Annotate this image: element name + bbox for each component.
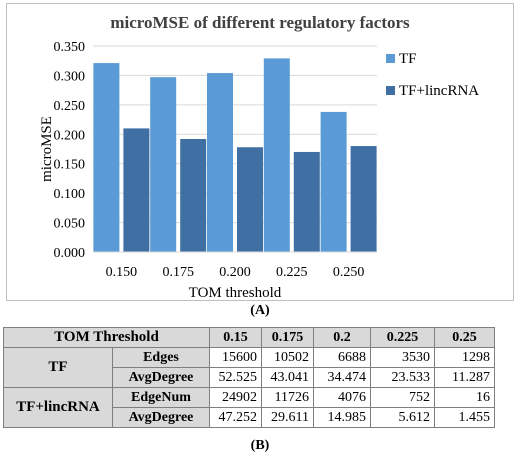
x-tick-label: 0.200 [219,265,251,280]
header-cell: 0.225 [370,327,435,348]
x-tick-label: 0.225 [276,265,308,280]
table-cell: 23.533 [370,367,435,388]
table-cell: 6688 [313,347,371,368]
table-cell: 752 [370,387,435,408]
table-header-row: TOM Threshold 0.15 0.175 0.2 0.225 0.25 [3,327,495,348]
table-cell: 11.287 [434,367,495,388]
bar-tf-lincrna [350,146,377,252]
y-tick-label: 0.250 [54,99,86,114]
panel-b-label: (B) [250,438,270,453]
table-cell: 15600 [209,347,262,368]
metric-label: EdgeNum [112,387,210,408]
bar-tf [207,73,233,253]
bar-tf [320,111,347,252]
legend-swatch [386,86,395,95]
bar-tf-lincrna [237,147,263,252]
table-cell: 14.985 [313,407,371,428]
table-cell: 24902 [209,387,262,408]
x-tick-label: 0.175 [162,265,194,280]
chart-panel: microMSE of different regulatory factors… [6,3,514,301]
y-tick-label: 0.200 [54,128,86,143]
x-axis-label: TOM threshold [189,285,282,300]
table-cell: 1.455 [434,407,495,428]
table-cell: 16 [434,387,495,408]
header-cell: 0.2 [313,327,371,348]
header-cell: 0.175 [261,327,314,348]
table-cell: 47.252 [209,407,262,428]
metric-label: AvgDegree [112,367,210,388]
legend-label: TF [399,51,417,67]
table-row: AvgDegree 52.525 43.041 34.474 23.533 11… [4,367,495,388]
panel-a-label: (A) [250,303,270,318]
table-cell: 29.611 [261,407,314,428]
legend-swatch [386,54,395,63]
table-cell: 43.041 [261,367,314,388]
table-cell: 10502 [261,347,314,368]
chart-title: microMSE of different regulatory factors [110,13,410,32]
legend-label: TF+lincRNA [399,83,479,99]
table-cell: 4076 [313,387,371,408]
group-label-tf: TF [3,347,113,388]
header-cell: 0.25 [434,327,495,348]
group-label-tf-lincrna: TF+lincRNA [3,387,113,428]
y-tick-label: 0.150 [54,158,86,173]
table-cell: 3530 [370,347,435,368]
bar-tf [263,58,290,252]
header-cell: 0.15 [209,327,262,348]
bar-chart: microMSE of different regulatory factors… [39,13,479,300]
table-cell: 52.525 [209,367,262,388]
x-tick-label: 0.150 [106,265,138,280]
y-tick-label: 0.100 [54,187,86,202]
bar-tf-lincrna [180,138,207,252]
bar-tf-lincrna [293,151,320,252]
bar-tf-lincrna [123,128,150,252]
table-cell: 5.612 [370,407,435,428]
bar-tf [93,63,120,252]
edge-statistics-table: TOM Threshold 0.15 0.175 0.2 0.225 0.25 … [3,327,495,428]
y-tick-label: 0.350 [54,40,86,55]
y-tick-label: 0.300 [54,69,86,84]
table-cell: 11726 [261,387,314,408]
table-cell: 34.474 [313,367,371,388]
metric-label: Edges [112,347,210,368]
table-cell: 1298 [434,347,495,368]
table-row: TF Edges 15600 10502 6688 3530 1298 [3,347,495,388]
metric-label: AvgDegree [112,407,210,428]
x-tick-label: 0.250 [333,265,365,280]
y-axis-label: microMSE [39,116,55,182]
header-tom-threshold: TOM Threshold [3,327,210,348]
bar-tf [150,77,177,253]
table-row: TF+lincRNA EdgeNum 24902 11726 4076 752 … [3,387,495,428]
table-row: AvgDegree 47.252 29.611 14.985 5.612 1.4… [4,407,495,428]
y-tick-label: 0.000 [54,246,86,261]
y-tick-label: 0.050 [54,217,86,232]
